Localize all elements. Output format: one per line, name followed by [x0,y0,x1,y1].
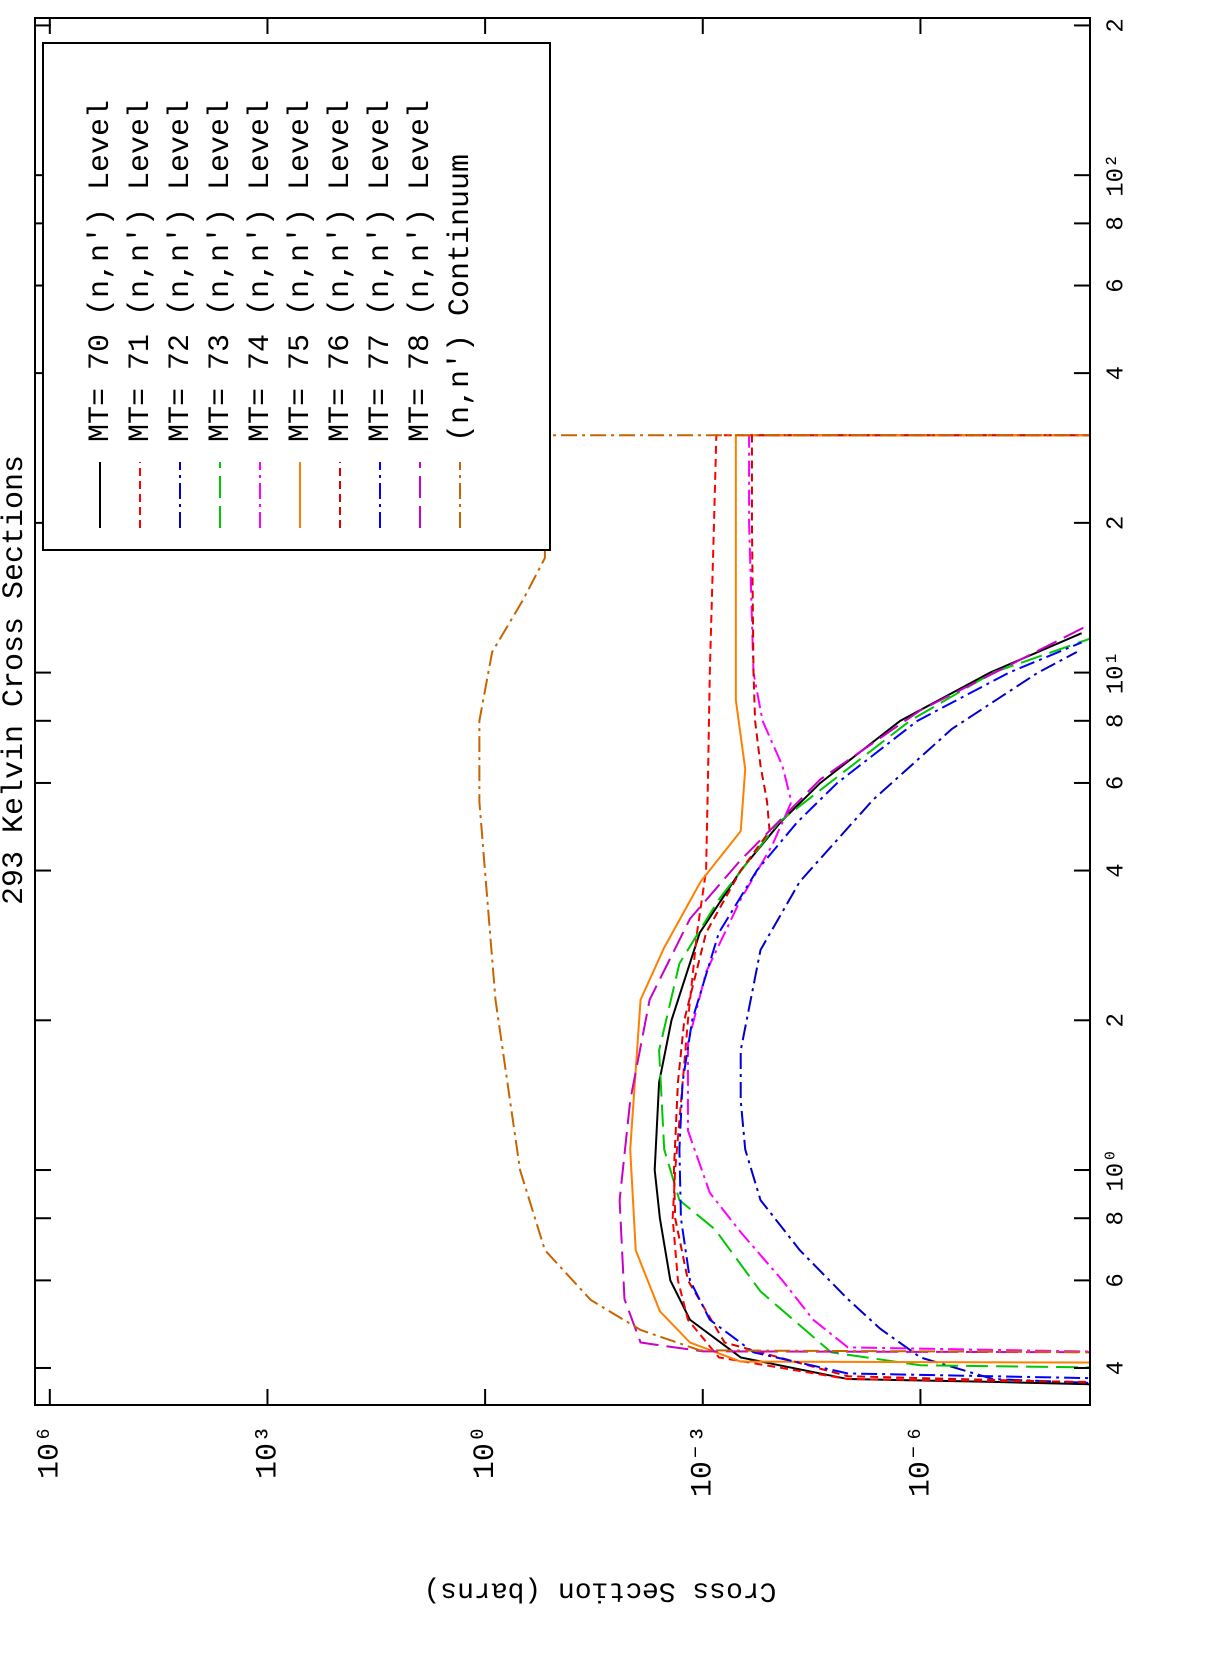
legend-label: MT= 70 (n,n') Level [84,100,118,442]
series-line [629,434,1090,1364]
x-tick-label: 6 [1103,776,1130,790]
legend-label: MT= 75 (n,n') Level [284,100,318,442]
plot-frame [34,17,1091,1406]
legend-label: MT= 78 (n,n') Level [404,100,438,442]
x-tick-label: 10² [1103,154,1130,197]
x-tick-label: 8 [1103,216,1130,230]
legend-label: (n,n') Continuum [444,154,478,442]
x-tick-label: 4 [1103,366,1130,380]
legend-label: MT= 72 (n,n') Level [164,100,198,442]
x-tick-label: 10¹ [1103,651,1130,694]
x-tick-label: 6 [1103,1273,1130,1287]
series-line [671,434,1090,1384]
y-tick-label: 10⁶ [34,1425,68,1479]
legend-label: MT= 77 (n,n') Level [364,100,398,442]
rotated-plot: 293 Kelvin Cross Sections Cross Section … [0,17,1130,1606]
series-line [672,434,1090,1385]
x-tick-label: 4 [1103,863,1130,877]
series-line [653,632,1090,1387]
legend-label: MT= 73 (n,n') Level [204,100,238,442]
legend-box [42,42,551,551]
y-tick-label: 10⁻⁶ [904,1425,938,1497]
x-tick-label: 2 [1103,516,1130,530]
legend-label: MT= 74 (n,n') Level [244,100,278,442]
x-tick-label: 2 [1103,1013,1130,1027]
legend: MT= 70 (n,n') Level MT= 71 (n,n') Level MT… [42,42,551,551]
curves [478,434,1090,1387]
series-line [618,623,1090,1354]
x-tick-label: 8 [1103,714,1130,728]
x-tick-label: 8 [1103,1211,1130,1225]
series-line [739,651,1090,1386]
x-tick-label: 6 [1103,278,1130,292]
y-tick-label: 10⁻³ [687,1425,721,1497]
chart-title: 293 Kelvin Cross Sections [0,455,32,905]
y-axis-title: Cross Section (barns) [424,1575,777,1606]
legend-label: MT= 76 (n,n') Level [324,100,358,442]
x-tick-label: 2 [1103,18,1130,32]
y-tick-label: 10⁰ [469,1425,503,1479]
x-tick-label: 4 [1103,1361,1130,1375]
y-tick-label: 10³ [251,1425,285,1479]
x-tick-label: 10⁰ [1103,1148,1130,1191]
series-line [678,641,1090,1381]
legend-label: MT= 71 (n,n') Level [124,100,158,442]
